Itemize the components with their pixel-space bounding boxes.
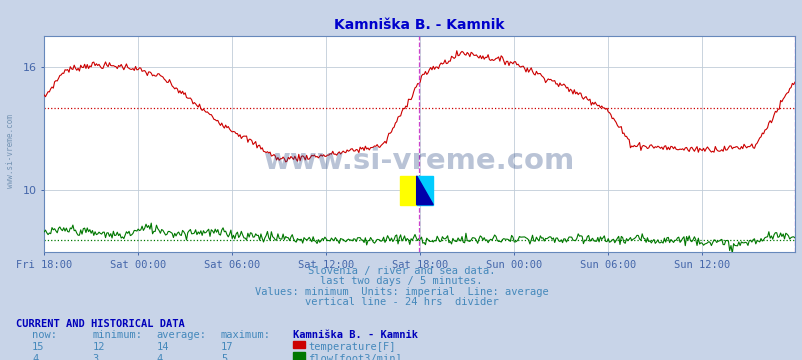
Text: 4: 4 [32,354,38,360]
Bar [399,176,416,205]
Text: Kamniška B. - Kamnik: Kamniška B. - Kamnik [293,330,418,341]
Text: Slovenia / river and sea data.: Slovenia / river and sea data. [307,266,495,276]
Text: now:: now: [32,330,57,341]
Text: flow[foot3/min]: flow[foot3/min] [308,354,402,360]
Text: minimum:: minimum: [92,330,142,341]
Text: vertical line - 24 hrs  divider: vertical line - 24 hrs divider [304,297,498,307]
Text: average:: average: [156,330,206,341]
Text: CURRENT AND HISTORICAL DATA: CURRENT AND HISTORICAL DATA [16,319,184,329]
Text: www.si-vreme.com: www.si-vreme.com [264,147,574,175]
Text: 3: 3 [92,354,99,360]
Polygon shape [416,176,432,205]
Text: last two days / 5 minutes.: last two days / 5 minutes. [320,276,482,286]
Text: temperature[F]: temperature[F] [308,342,395,352]
Title: Kamniška B. - Kamnik: Kamniška B. - Kamnik [334,18,504,32]
Text: Values: minimum  Units: imperial  Line: average: Values: minimum Units: imperial Line: av… [254,287,548,297]
Text: 17: 17 [221,342,233,352]
Text: 4: 4 [156,354,163,360]
Text: 12: 12 [92,342,105,352]
Text: maximum:: maximum: [221,330,270,341]
Text: 15: 15 [32,342,45,352]
Text: 14: 14 [156,342,169,352]
Bar [416,176,432,205]
Text: 5: 5 [221,354,227,360]
Text: www.si-vreme.com: www.si-vreme.com [6,114,15,188]
